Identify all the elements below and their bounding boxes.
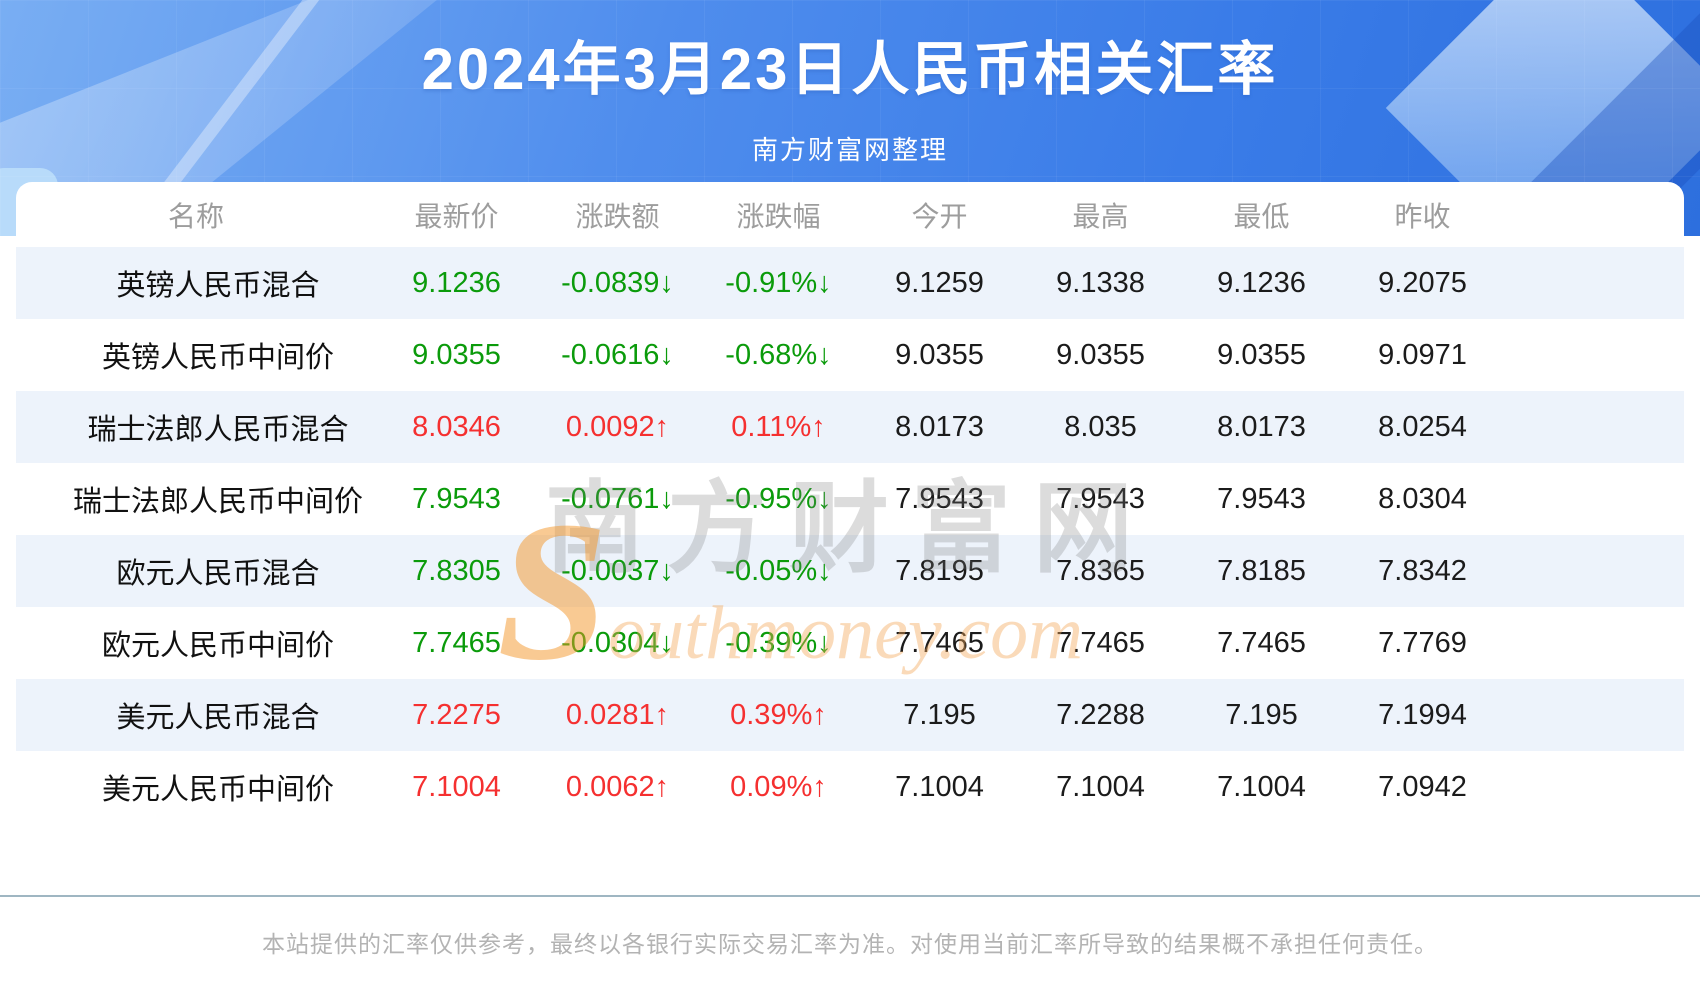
currency-pair-name: 瑞士法郎人民币中间价 — [72, 486, 363, 518]
low-price: 9.1236 — [1217, 266, 1306, 299]
high-price: 7.9543 — [1056, 482, 1145, 515]
table-row: 欧元人民币中间价 7.7465 -0.0304↓ -0.39%↓ 7.7465 … — [16, 607, 1684, 679]
column-header-change: 涨跌额 — [575, 201, 660, 232]
change-amount: -0.0037↓ — [561, 554, 674, 587]
open-price: 7.8195 — [895, 554, 984, 587]
low-price: 7.1004 — [1217, 770, 1306, 803]
open-price: 7.7465 — [895, 626, 984, 659]
currency-pair-name: 英镑人民币中间价 — [101, 342, 334, 374]
column-header-high: 最高 — [1072, 201, 1129, 232]
currency-pair-name: 欧元人民币混合 — [116, 558, 320, 590]
change-percent: -0.68%↓ — [725, 338, 832, 371]
prev-close: 9.2075 — [1378, 266, 1467, 299]
high-price: 7.2288 — [1056, 698, 1145, 731]
change-amount: -0.0761↓ — [561, 482, 674, 515]
high-price: 7.8365 — [1056, 554, 1145, 587]
change-percent: 0.39%↑ — [730, 698, 827, 731]
prev-close: 8.0304 — [1378, 482, 1467, 515]
currency-pair-name: 英镑人民币混合 — [116, 270, 320, 302]
latest-price: 7.7465 — [412, 626, 501, 659]
change-percent: -0.91%↓ — [725, 266, 832, 299]
change-amount: 0.0281↑ — [565, 698, 670, 731]
table-row: 英镑人民币中间价 9.0355 -0.0616↓ -0.68%↓ 9.0355 … — [16, 319, 1684, 391]
high-price: 9.1338 — [1056, 266, 1145, 299]
table-row: 欧元人民币混合 7.8305 -0.0037↓ -0.05%↓ 7.8195 7… — [16, 535, 1684, 607]
change-percent: 0.11%↑ — [731, 410, 826, 443]
change-amount: -0.0616↓ — [561, 338, 674, 371]
open-price: 9.1259 — [895, 266, 984, 299]
currency-pair-name: 瑞士法郎人民币混合 — [87, 414, 349, 446]
low-price: 9.0355 — [1217, 338, 1306, 371]
open-price: 7.9543 — [895, 482, 984, 515]
low-price: 7.8185 — [1217, 554, 1306, 587]
low-price: 7.9543 — [1217, 482, 1306, 515]
change-amount: -0.0304↓ — [561, 626, 674, 659]
change-amount: 0.0062↑ — [565, 770, 670, 803]
column-header-latest: 最新价 — [414, 201, 499, 232]
currency-pair-name: 美元人民币中间价 — [101, 774, 334, 806]
footer-divider — [0, 895, 1700, 897]
column-header-low: 最低 — [1233, 201, 1290, 232]
open-price: 8.0173 — [895, 410, 984, 443]
table-row: 美元人民币混合 7.2275 0.0281↑ 0.39%↑ 7.195 7.22… — [16, 679, 1684, 751]
change-percent: -0.95%↓ — [725, 482, 832, 515]
prev-close: 7.7769 — [1378, 626, 1467, 659]
latest-price: 7.9543 — [412, 482, 501, 515]
change-percent: 0.09%↑ — [730, 770, 827, 803]
table-header-row: 名称 最新价 涨跌额 涨跌幅 今开 最高 最低 昨收 — [16, 183, 1684, 247]
table-row: 美元人民币中间价 7.1004 0.0062↑ 0.09%↑ 7.1004 7.… — [16, 751, 1684, 823]
currency-pair-name: 美元人民币混合 — [116, 702, 320, 734]
change-amount: -0.0839↓ — [561, 266, 674, 299]
latest-price: 8.0346 — [412, 410, 501, 443]
page-title: 2024年3月23日人民币相关汇率 — [421, 37, 1279, 102]
open-price: 7.1004 — [895, 770, 984, 803]
high-price: 7.1004 — [1056, 770, 1145, 803]
column-header-open: 今开 — [911, 201, 968, 232]
prev-close: 7.1994 — [1378, 698, 1467, 731]
prev-close: 9.0971 — [1378, 338, 1467, 371]
open-price: 7.195 — [903, 698, 976, 731]
prev-close: 8.0254 — [1378, 410, 1467, 443]
high-price: 9.0355 — [1056, 338, 1145, 371]
page-subtitle: 南方财富网整理 — [751, 135, 948, 165]
latest-price: 9.0355 — [412, 338, 501, 371]
column-header-name: 名称 — [167, 201, 224, 232]
table-row: 英镑人民币混合 9.1236 -0.0839↓ -0.91%↓ 9.1259 9… — [16, 247, 1684, 319]
change-percent: -0.39%↓ — [725, 626, 832, 659]
currency-pair-name: 欧元人民币中间价 — [101, 630, 334, 662]
open-price: 9.0355 — [895, 338, 984, 371]
latest-price: 7.8305 — [412, 554, 501, 587]
table-row: 瑞士法郎人民币中间价 7.9543 -0.0761↓ -0.95%↓ 7.954… — [16, 463, 1684, 535]
column-header-pct: 涨跌幅 — [736, 201, 821, 232]
column-header-prev: 昨收 — [1394, 201, 1451, 232]
hero-banner: 2024年3月23日人民币相关汇率 南方财富网整理 — [0, 0, 1700, 236]
prev-close: 7.8342 — [1378, 554, 1467, 587]
latest-price: 7.2275 — [412, 698, 501, 731]
prev-close: 7.0942 — [1378, 770, 1467, 803]
low-price: 7.7465 — [1217, 626, 1306, 659]
table-row: 瑞士法郎人民币混合 8.0346 0.0092↑ 0.11%↑ 8.0173 8… — [16, 391, 1684, 463]
latest-price: 9.1236 — [412, 266, 501, 299]
rates-card: 名称 最新价 涨跌额 涨跌幅 今开 最高 最低 昨收 英镑人民币混合 9.123… — [16, 182, 1684, 823]
change-percent: -0.05%↓ — [725, 554, 832, 587]
high-price: 7.7465 — [1056, 626, 1145, 659]
change-amount: 0.0092↑ — [565, 410, 670, 443]
footer-disclaimer: 本站提供的汇率仅供参考，最终以各银行实际交易汇率为准。对使用当前汇率所导致的结果… — [262, 931, 1438, 957]
table-body: 英镑人民币混合 9.1236 -0.0839↓ -0.91%↓ 9.1259 9… — [16, 247, 1684, 823]
low-price: 7.195 — [1225, 698, 1298, 731]
low-price: 8.0173 — [1217, 410, 1306, 443]
latest-price: 7.1004 — [412, 770, 501, 803]
high-price: 8.035 — [1064, 410, 1137, 443]
